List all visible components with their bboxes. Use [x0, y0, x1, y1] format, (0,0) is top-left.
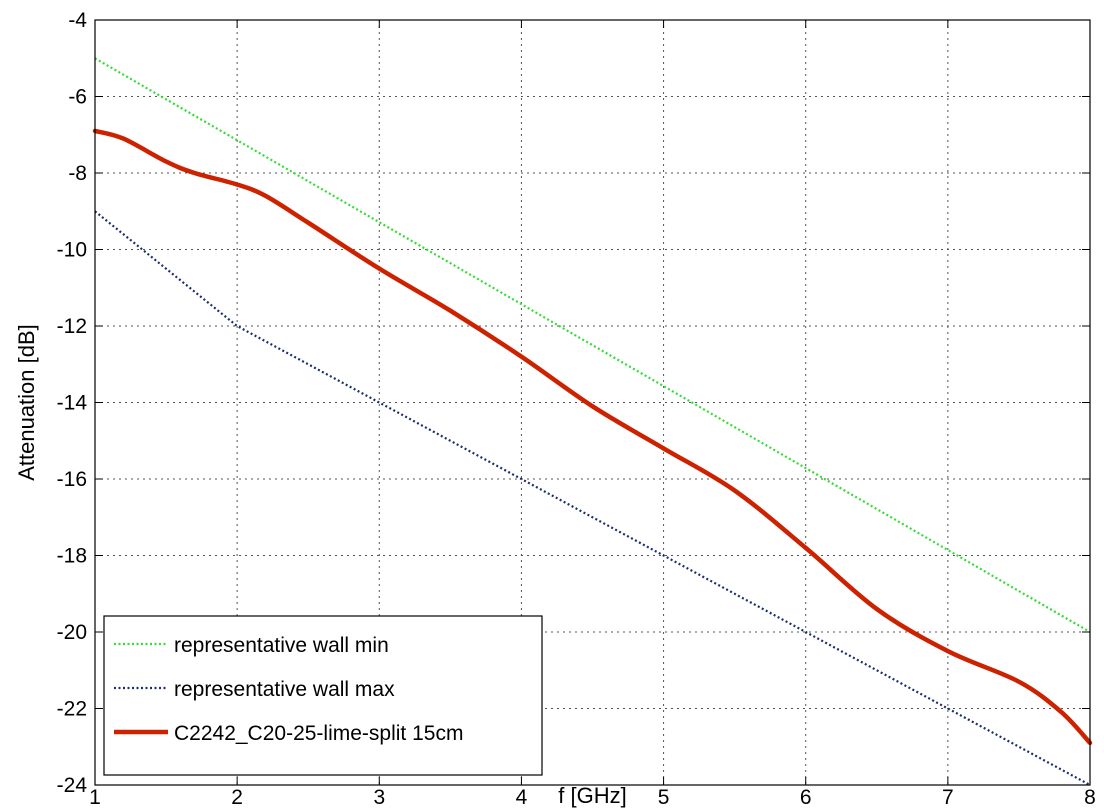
legend-label-1: representative wall min: [174, 634, 389, 657]
x-tick-label: 4: [516, 786, 528, 808]
series-layer: [92, 57, 1093, 786]
y-tick-label: -6: [68, 86, 87, 109]
y-tick-label: -4: [68, 9, 87, 32]
axis-ticks: 1 2 3 4 5 6 7 8 -24 -22 -20 -18 -16 -14 -12 -10 -8 -6 -4: [57, 9, 1096, 808]
y-tick-label: -20: [57, 621, 87, 644]
series-line-1: [94, 57, 1091, 633]
legend-box: [103, 615, 543, 776]
legend-label-2: representative wall max: [174, 678, 395, 701]
y-tick-label: -24: [57, 774, 88, 797]
x-tick-label: 6: [800, 786, 812, 808]
y-tick-label: -8: [68, 162, 87, 185]
x-tick-label: 7: [942, 786, 954, 808]
y-tick-label: -18: [57, 545, 87, 568]
x-tick-label: 8: [1084, 786, 1096, 808]
x-axis-label: f [GHz]: [558, 783, 626, 808]
x-tick-label: 5: [658, 786, 670, 808]
x-tick-label: 1: [89, 786, 101, 808]
x-tick-label: 3: [373, 786, 385, 808]
x-tick-label: 2: [231, 786, 243, 808]
series-line-2: [94, 210, 1091, 786]
y-tick-label: -12: [57, 315, 87, 338]
y-tick-label: -14: [57, 392, 88, 415]
y-axis-label: Attenuation [dB]: [14, 324, 39, 481]
legend: representative wall min representative wa…: [103, 615, 543, 776]
series-line-3: [92, 128, 1093, 746]
legend-label-3: C2242_C20-25-lime-split 15cm: [174, 722, 463, 745]
y-tick-label: -10: [57, 239, 87, 262]
y-tick-label: -22: [57, 698, 87, 721]
y-tick-label: -16: [57, 468, 87, 491]
